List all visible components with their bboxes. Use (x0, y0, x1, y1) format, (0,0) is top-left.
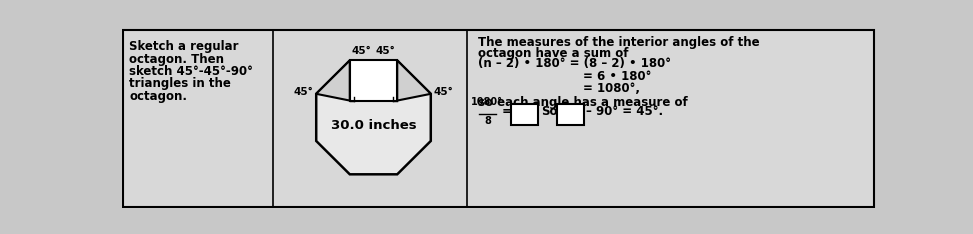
FancyBboxPatch shape (558, 103, 584, 125)
Text: octagon.: octagon. (129, 90, 188, 103)
Text: = 1080°,: = 1080°, (583, 82, 640, 95)
Text: 45°: 45° (294, 87, 313, 97)
Text: 30.0 inches: 30.0 inches (331, 119, 416, 132)
Polygon shape (316, 61, 431, 174)
Text: 45°: 45° (376, 46, 396, 56)
Text: So,: So, (541, 105, 562, 118)
Text: Sketch a regular: Sketch a regular (129, 40, 239, 53)
Polygon shape (397, 61, 431, 101)
Text: 45°: 45° (351, 46, 371, 56)
Text: so each angle has a measure of: so each angle has a measure of (478, 96, 688, 109)
Text: The measures of the interior angles of the: The measures of the interior angles of t… (478, 36, 760, 49)
Text: sketch 45°-45°-90°: sketch 45°-45°-90° (129, 65, 253, 78)
Text: 8: 8 (484, 116, 490, 126)
Text: 45°: 45° (434, 87, 453, 97)
Text: octagon. Then: octagon. Then (129, 53, 225, 66)
Text: =: = (501, 105, 512, 118)
Polygon shape (316, 61, 349, 101)
FancyBboxPatch shape (512, 103, 538, 125)
Text: octagon have a sum of: octagon have a sum of (478, 47, 629, 60)
Text: = 6 • 180°: = 6 • 180° (583, 70, 651, 84)
Text: – 90° = 45°.: – 90° = 45°. (586, 105, 663, 118)
Text: triangles in the: triangles in the (129, 77, 232, 90)
Text: (n – 2) • 180° = (8 – 2) • 180°: (n – 2) • 180° = (8 – 2) • 180° (478, 57, 671, 70)
Bar (349, 61, 397, 101)
Text: 1080°: 1080° (472, 97, 503, 107)
